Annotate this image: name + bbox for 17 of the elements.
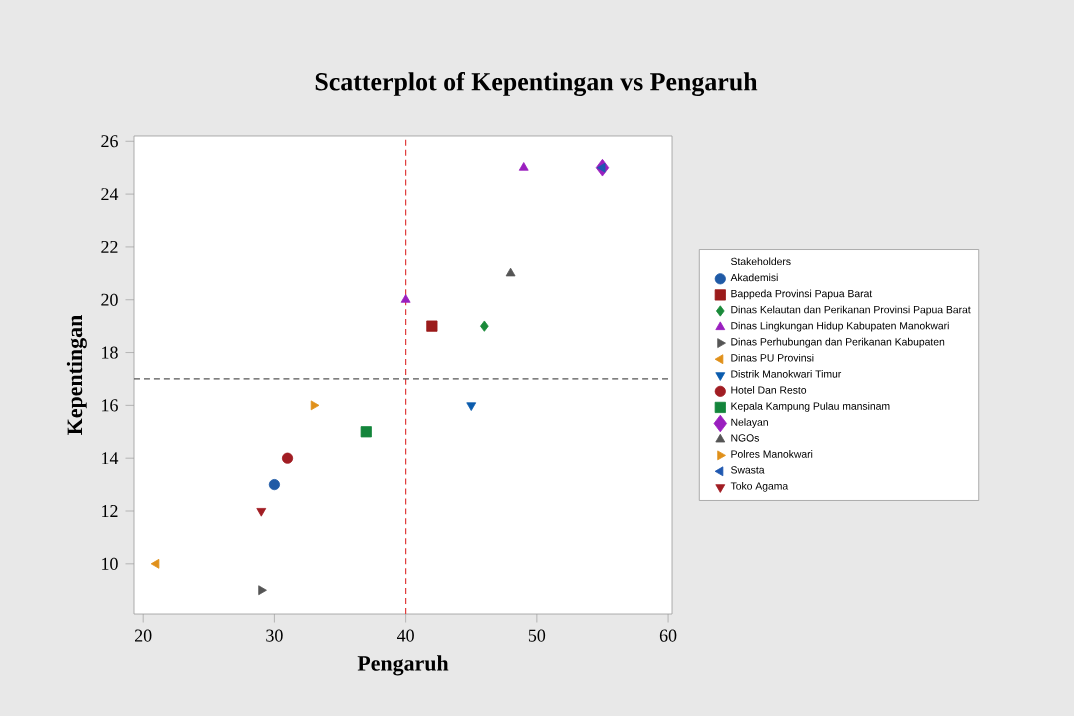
y-tick-label: 16 <box>102 399 118 412</box>
y-tick-label: 20 <box>101 293 118 306</box>
y-tick-label: 12 <box>102 505 118 517</box>
x-tick-label: 40 <box>397 629 414 642</box>
y-axis-title: Kepentingan <box>66 315 87 435</box>
y-tick-label: 22 <box>101 240 118 253</box>
y-tick-label: 26 <box>101 135 118 148</box>
y-tick-label: 18 <box>102 346 118 359</box>
x-tick-label: 30 <box>266 629 283 642</box>
y-tick-label: 24 <box>101 188 119 201</box>
x-tick-label: 50 <box>528 629 546 642</box>
chart-title: Scatterplot of Kepentingan vs Pengaruh <box>315 72 758 96</box>
x-tick-label: 60 <box>659 629 677 642</box>
y-tick-label: 14 <box>102 452 119 465</box>
x-tick-label: 20 <box>135 629 152 642</box>
x-axis-title: Pengaruh <box>357 655 449 676</box>
y-tick-label: 10 <box>102 557 118 570</box>
